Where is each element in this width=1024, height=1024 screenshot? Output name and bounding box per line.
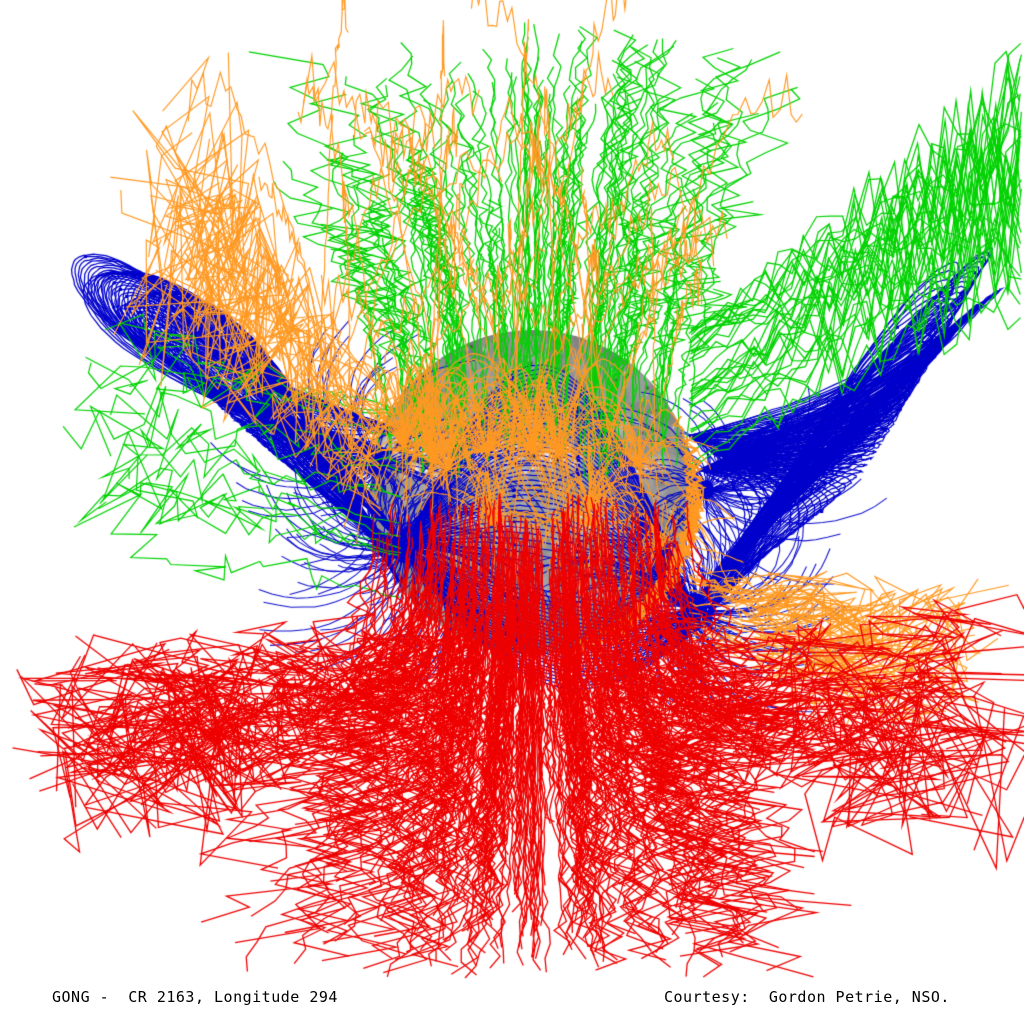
caption-left: GONG - CR 2163, Longitude 294 [52, 988, 338, 1006]
caption-right: Courtesy: Gordon Petrie, NSO. [664, 988, 950, 1006]
